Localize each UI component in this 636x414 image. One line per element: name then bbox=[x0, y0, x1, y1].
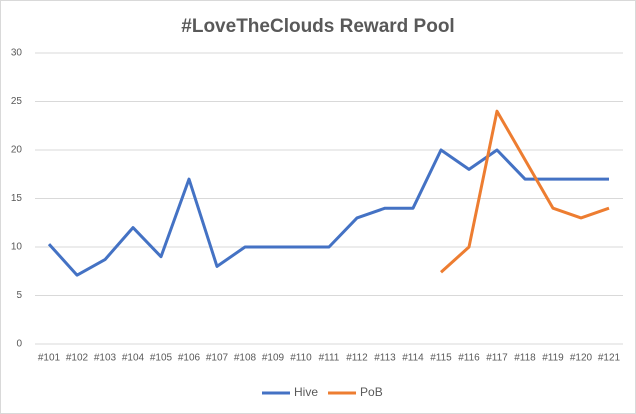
legend-label: Hive bbox=[294, 385, 318, 399]
x-tick-label: #117 bbox=[486, 353, 508, 364]
series-line bbox=[439, 109, 610, 274]
x-tick-label: #103 bbox=[94, 353, 117, 364]
y-tick-label: 10 bbox=[11, 242, 23, 253]
y-tick-label: 0 bbox=[16, 339, 22, 350]
x-tick-label: #105 bbox=[150, 353, 173, 364]
x-tick-label: #101 bbox=[38, 353, 61, 364]
x-tick-label: #108 bbox=[234, 353, 257, 364]
series-line bbox=[47, 148, 609, 277]
x-tick-label: #109 bbox=[262, 353, 285, 364]
x-tick-label: #116 bbox=[458, 353, 480, 364]
legend-label: PoB bbox=[360, 385, 383, 399]
x-tick-label: #111 bbox=[319, 353, 340, 364]
x-tick-label: #106 bbox=[178, 353, 201, 364]
x-tick-label: #104 bbox=[122, 353, 145, 364]
y-tick-label: 25 bbox=[11, 96, 23, 107]
x-tick-label: #113 bbox=[374, 353, 396, 364]
x-tick-label: #118 bbox=[514, 353, 536, 364]
x-tick-label: #119 bbox=[542, 353, 564, 364]
y-tick-label: 30 bbox=[11, 48, 23, 59]
chart-title: #LoveTheClouds Reward Pool bbox=[181, 16, 454, 37]
y-tick-label: 5 bbox=[16, 290, 22, 301]
y-tick-label: 20 bbox=[11, 145, 23, 156]
x-tick-label: #120 bbox=[570, 353, 593, 364]
x-tick-label: #115 bbox=[430, 353, 452, 364]
x-tick-label: #112 bbox=[346, 353, 368, 364]
x-tick-label: #110 bbox=[290, 353, 312, 364]
y-tick-label: 15 bbox=[11, 193, 23, 204]
x-tick-label: #107 bbox=[206, 353, 229, 364]
x-tick-label: #121 bbox=[598, 353, 621, 364]
x-tick-label: #102 bbox=[66, 353, 89, 364]
x-tick-label: #114 bbox=[402, 353, 424, 364]
